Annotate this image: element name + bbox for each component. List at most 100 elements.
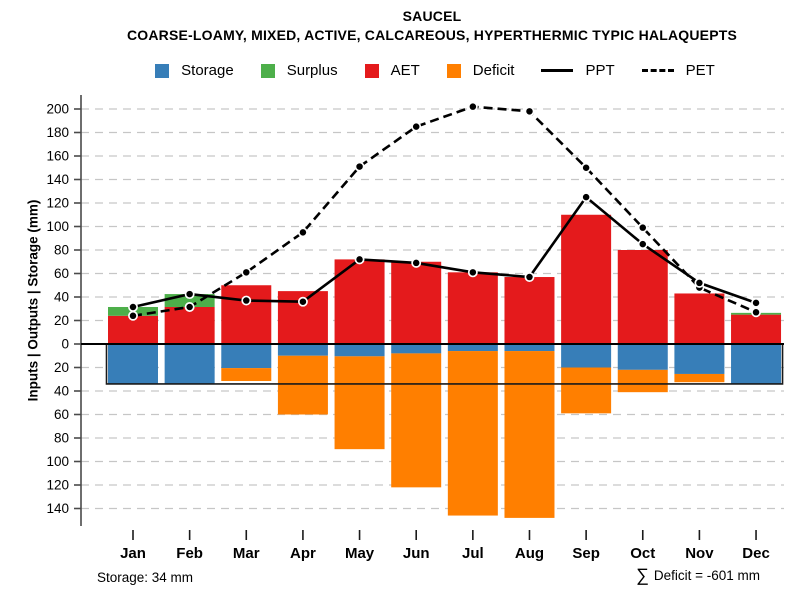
legend-label-pet: PET bbox=[685, 62, 715, 79]
y-tick-label: 60 bbox=[54, 266, 69, 281]
y-tick-label: 180 bbox=[46, 125, 69, 140]
bar-aet-nov bbox=[674, 293, 725, 344]
bar-aet-dec bbox=[731, 314, 782, 344]
legend-label-deficit: Deficit bbox=[472, 62, 515, 79]
bar-storage-apr bbox=[277, 344, 328, 356]
month-label: Dec bbox=[742, 545, 770, 562]
month-label: Sep bbox=[572, 545, 600, 562]
legend-label-ppt: PPT bbox=[585, 62, 615, 79]
bar-deficit-oct bbox=[617, 369, 668, 393]
bar-storage-may bbox=[334, 344, 385, 357]
pet-point bbox=[751, 307, 761, 318]
month-label: Jun bbox=[403, 545, 430, 562]
ppt-point bbox=[241, 295, 252, 306]
ppt-point bbox=[297, 296, 308, 307]
bar-storage-jul bbox=[447, 344, 498, 352]
ppt-point bbox=[354, 254, 365, 265]
y-tick-label: 120 bbox=[46, 478, 69, 493]
bar-aet-jun bbox=[391, 261, 442, 344]
month-label: Aug bbox=[515, 545, 544, 562]
month-label: Jul bbox=[462, 545, 484, 562]
bar-aet-oct bbox=[617, 250, 668, 344]
month-label: Apr bbox=[290, 545, 316, 562]
ppt-point bbox=[694, 277, 705, 288]
y-tick-label: 20 bbox=[54, 313, 69, 328]
legend-item-surplus: Surplus bbox=[260, 62, 338, 79]
legend-item-aet: AET bbox=[364, 62, 420, 79]
y-tick-label: 80 bbox=[54, 243, 69, 258]
sigma-icon: ∑ bbox=[636, 565, 649, 585]
bar-aet-jul bbox=[447, 272, 498, 344]
month-label: May bbox=[345, 545, 375, 562]
chart-subtitle: COARSE-LOAMY, MIXED, ACTIVE, CALCAREOUS,… bbox=[126, 27, 738, 43]
y-tick-label: 40 bbox=[54, 384, 69, 399]
ppt-point bbox=[581, 192, 592, 203]
storage-annotation: Storage: 34 mm bbox=[97, 570, 194, 585]
y-tick-label: 140 bbox=[46, 172, 69, 187]
legend-item-ppt: PPT bbox=[541, 62, 615, 79]
bar-deficit-mar bbox=[221, 368, 272, 382]
pet-point bbox=[581, 162, 592, 173]
y-tick-label: 100 bbox=[46, 454, 69, 469]
y-tick-label: 40 bbox=[54, 290, 69, 305]
deficit-annotation: ∑ Deficit = -601 mm bbox=[636, 566, 760, 584]
bar-aet-mar bbox=[221, 285, 272, 344]
legend-label-aet: AET bbox=[390, 62, 420, 79]
pet-point bbox=[241, 267, 252, 278]
bar-aet-sep bbox=[561, 214, 612, 344]
bar-deficit-jul bbox=[447, 351, 498, 516]
bar-storage-feb bbox=[164, 344, 215, 384]
pet-point bbox=[354, 161, 365, 172]
bar-deficit-aug bbox=[504, 351, 555, 518]
bar-deficit-jun bbox=[391, 353, 442, 488]
bar-aet-may bbox=[334, 259, 385, 344]
deficit-total-text: Deficit = -601 mm bbox=[653, 567, 760, 583]
surplus-swatch-icon bbox=[260, 63, 275, 78]
y-tick-label: 60 bbox=[54, 407, 69, 422]
pet-point bbox=[467, 101, 478, 112]
ppt-line-icon bbox=[541, 69, 574, 72]
bar-deficit-sep bbox=[561, 367, 612, 414]
pet-point bbox=[411, 121, 422, 132]
y-tick-label: 140 bbox=[46, 501, 69, 516]
bar-storage-aug bbox=[504, 344, 555, 352]
bar-storage-oct bbox=[617, 344, 668, 370]
y-tick-label: 160 bbox=[46, 149, 69, 164]
bar-deficit-nov bbox=[674, 373, 725, 383]
ppt-point bbox=[411, 257, 422, 268]
storage-capacity-box bbox=[105, 344, 784, 385]
deficit-swatch-icon bbox=[446, 63, 461, 78]
pet-point bbox=[128, 310, 138, 321]
pet-dash-icon bbox=[641, 69, 674, 72]
chart-title: SAUCEL bbox=[402, 8, 462, 24]
chart-legend: Storage Surplus AET Deficit PPT PET bbox=[100, 62, 770, 79]
bar-deficit-may bbox=[334, 356, 385, 450]
ppt-point bbox=[751, 297, 761, 308]
pet-point bbox=[297, 227, 308, 238]
bar-storage-dec bbox=[731, 344, 782, 384]
month-label: Feb bbox=[176, 545, 203, 562]
legend-item-storage: Storage bbox=[155, 62, 234, 79]
bar-deficit-apr bbox=[277, 355, 328, 415]
bar-storage-nov bbox=[674, 344, 725, 374]
pet-point bbox=[524, 106, 535, 117]
ppt-line bbox=[132, 195, 757, 309]
legend-item-deficit: Deficit bbox=[446, 62, 515, 79]
bar-storage-sep bbox=[561, 344, 612, 368]
y-tick-label: 200 bbox=[46, 102, 69, 117]
ppt-point bbox=[128, 302, 138, 312]
y-tick-label: 80 bbox=[54, 431, 69, 446]
y-tick-label: 20 bbox=[54, 360, 69, 375]
storage-swatch-icon bbox=[155, 63, 170, 78]
month-label: Nov bbox=[685, 545, 714, 562]
month-label: Jan bbox=[120, 545, 146, 562]
ppt-point bbox=[637, 239, 648, 250]
pet-line bbox=[132, 105, 757, 318]
month-label: Mar bbox=[233, 545, 260, 562]
bar-storage-jan bbox=[108, 344, 158, 384]
bar-storage-mar bbox=[221, 344, 272, 369]
ppt-point bbox=[184, 289, 195, 300]
y-tick-label: 120 bbox=[46, 196, 69, 211]
